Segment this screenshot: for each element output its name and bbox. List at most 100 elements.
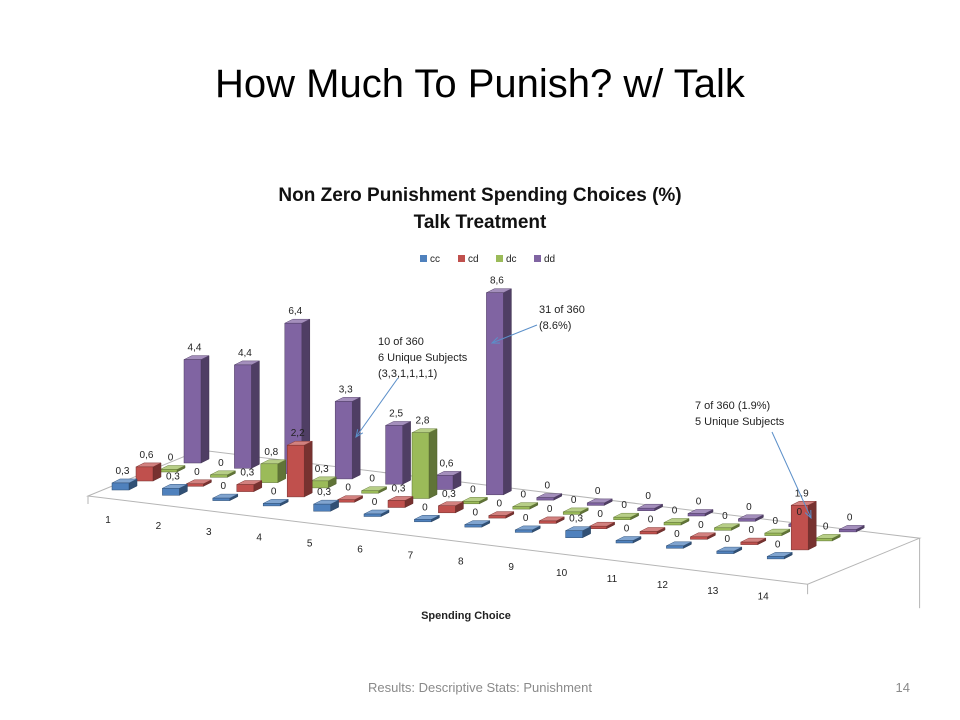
bar-dc-14 — [814, 533, 841, 542]
x-tick-10: 10 — [556, 568, 568, 579]
data-label-cc-7: 0 — [422, 502, 428, 513]
bar-cd-1 — [135, 462, 162, 482]
bar-dd-14 — [838, 524, 865, 533]
x-tick-13: 13 — [707, 586, 719, 597]
annotation-3-line-1: 7 of 360 (1.9%) — [695, 400, 770, 412]
bar-cd-12 — [690, 532, 716, 540]
data-label-dd-1: 4,4 — [188, 343, 202, 354]
bar-cc-4 — [262, 498, 289, 507]
bar-dc-10 — [613, 512, 639, 521]
data-label-dc-13: 0 — [773, 516, 779, 527]
annotation-2-line-1: 10 of 360 — [378, 336, 424, 348]
x-tick-12: 12 — [657, 580, 669, 591]
legend-label-dc: dc — [506, 254, 517, 265]
legend-swatch-cd — [458, 255, 465, 262]
bar-dc-12 — [714, 523, 740, 531]
data-label-cd-2: 0 — [194, 467, 200, 478]
data-label-cc-14: 0 — [775, 539, 781, 550]
x-tick-11: 11 — [607, 574, 618, 585]
chart-legend: cc cd dc dd — [420, 254, 555, 265]
x-tick-7: 7 — [408, 550, 414, 561]
bar-dc-11 — [663, 518, 690, 526]
annotation-1-line-1: 31 of 360 — [539, 304, 585, 316]
data-label-cc-8: 0 — [473, 508, 479, 519]
data-label-dd-7: 8,6 — [490, 276, 504, 287]
data-label-cc-1: 0,3 — [116, 466, 130, 477]
data-label-cd-10: 0 — [597, 509, 603, 520]
data-label-cc-12: 0 — [674, 529, 680, 540]
data-label-dc-4: 0,3 — [315, 464, 329, 475]
bar-cd-11 — [639, 527, 666, 535]
data-label-cc-2: 0,3 — [166, 471, 180, 482]
chart-title-line-2: Talk Treatment — [413, 212, 547, 233]
data-label-dc-11: 0 — [672, 506, 678, 517]
legend-label-cd: cd — [468, 254, 479, 265]
data-label-cd-7: 0,3 — [442, 489, 456, 500]
data-label-cd-1: 0,6 — [140, 450, 154, 461]
annotation-3-arrow — [771, 431, 812, 519]
bar-dd-2 — [234, 360, 260, 469]
bar-cc-14 — [766, 551, 793, 560]
x-tick-3: 3 — [206, 527, 212, 538]
annotation-1-arrow — [491, 324, 538, 344]
bar-dd-10 — [637, 503, 663, 512]
bar-cd-9 — [538, 516, 565, 524]
data-label-dd-6: 0,6 — [440, 458, 454, 469]
bar-dd-9 — [586, 498, 613, 506]
data-label-cd-4: 2,2 — [291, 428, 305, 439]
data-label-cc-4: 0 — [271, 486, 277, 497]
chart-title-line-1: Non Zero Punishment Spending Choices (%) — [278, 185, 682, 206]
bar-cc-5 — [313, 499, 339, 512]
data-label-cd-12: 0 — [698, 520, 704, 531]
data-label-dc-9: 0 — [571, 495, 577, 506]
data-label-cc-5: 0,3 — [317, 487, 331, 498]
bar-dc-5 — [361, 486, 387, 494]
page-number: 14 — [895, 680, 910, 695]
x-tick-2: 2 — [156, 521, 162, 532]
chart-data-labels: 4,4 4,4 6,4 3,3 2,5 0,6 8,6 0 0 0 0 0 0 0 0 0 0,8 0,3 0 2,8… — [116, 276, 853, 551]
bar-cd-10 — [589, 521, 615, 530]
bar-dd-7 — [486, 288, 512, 496]
slide-title: How Much To Punish? w/ Talk — [215, 62, 745, 106]
bar-dd-6 — [435, 470, 462, 490]
bar-dd-8 — [536, 493, 563, 501]
data-label-cc-13: 0 — [725, 534, 731, 545]
data-label-dc-2: 0 — [218, 458, 224, 469]
data-label-dd-3: 6,4 — [288, 306, 302, 317]
data-label-cc-10: 0,3 — [569, 514, 583, 525]
bar-dd-12 — [738, 514, 764, 522]
bar-dc-6 — [411, 428, 438, 499]
bar-cd-4 — [286, 440, 313, 498]
bar-dd-1 — [183, 355, 210, 464]
bar-cd-3 — [236, 480, 263, 493]
chart-floor — [86, 449, 922, 609]
bar-cc-2 — [162, 483, 188, 496]
legend-swatch-cc — [420, 255, 427, 262]
bar-cd-6 — [387, 496, 414, 508]
x-tick-9: 9 — [508, 562, 514, 573]
chart-bars — [111, 288, 865, 560]
data-label-cd-6: 0,3 — [392, 483, 406, 494]
annotation-2-arrow — [355, 377, 399, 438]
x-tick-6: 6 — [357, 545, 363, 556]
bar-dc-9 — [562, 507, 589, 515]
bar-dc-2 — [210, 470, 236, 478]
bar-dd-11 — [687, 509, 714, 517]
data-label-dc-12: 0 — [722, 511, 728, 522]
data-label-dc-10: 0 — [621, 500, 627, 511]
data-label-dd-8: 0 — [545, 481, 551, 492]
bar-dc-7 — [462, 496, 488, 505]
annotation-3-line-2: 5 Unique Subjects — [695, 416, 785, 428]
data-label-cd-11: 0 — [648, 515, 654, 526]
bar-dc-1 — [159, 465, 186, 473]
data-label-dd-13: 0 — [797, 507, 803, 518]
bar-dd-5 — [385, 421, 411, 485]
data-label-cd-5: 0 — [345, 483, 351, 494]
chart-title: Non Zero Punishment Spending Choices (%)… — [0, 182, 960, 236]
data-label-dc-3: 0,8 — [264, 447, 278, 458]
data-label-cc-6: 0 — [372, 497, 378, 508]
annotation-1-line-2: (8.6%) — [539, 320, 571, 332]
x-tick-1: 1 — [105, 515, 111, 526]
data-label-dd-10: 0 — [645, 491, 651, 502]
